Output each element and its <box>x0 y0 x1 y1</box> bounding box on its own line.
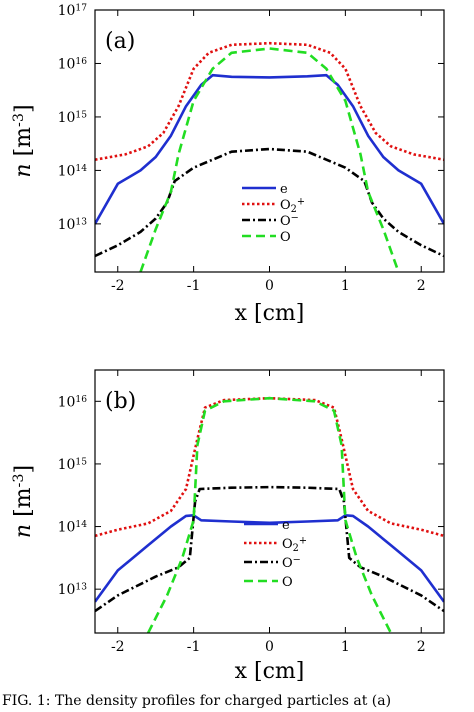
x-tick-label: 0 <box>265 278 274 294</box>
series-line-o <box>139 47 400 272</box>
legend-label-o2plus: O2+ <box>282 536 307 554</box>
y-tick-label: 1013 <box>58 217 88 233</box>
plot-frame <box>94 9 445 273</box>
series-line-o <box>146 396 393 633</box>
panel-label: (a) <box>105 29 135 54</box>
y-tick-label: 1016 <box>58 394 88 410</box>
legend: e O2+O− O <box>244 518 307 590</box>
panel-b: -2 -1 0 1 2 1013 1014 1015 1016 x [cm] n [m-3] (b) e… <box>11 369 445 684</box>
plot-frame <box>94 369 445 634</box>
x-tick-label: 2 <box>417 639 426 655</box>
series-line-e <box>95 514 444 603</box>
legend-label-o: O <box>280 230 291 245</box>
y-tick-label: 1014 <box>58 163 88 179</box>
series-line-o2plus <box>95 41 444 161</box>
x-tick-label: 1 <box>341 278 350 294</box>
legend-label-o2plus: O2+ <box>280 197 305 215</box>
series-line-e <box>95 73 444 225</box>
legend-label-e: e <box>282 518 290 533</box>
x-axis-title: x [cm] <box>235 659 305 684</box>
series-line-ominus <box>95 485 444 613</box>
x-tick-label: 1 <box>341 639 350 655</box>
y-tick-label: 1017 <box>58 3 88 19</box>
legend-label-o: O <box>282 575 293 590</box>
series-line-ominus <box>95 147 444 258</box>
legend: eO2+O−O <box>242 182 305 245</box>
y-tick-label: 1013 <box>58 582 88 598</box>
y-tick-label: 1014 <box>58 520 88 536</box>
panel-a: -2 -1 0 1 2 1013 1014 1015 1016 1017 x [cm] n [m-3]… <box>11 3 445 326</box>
figure: -2 -1 0 1 2 1013 1014 1015 1016 1017 x [cm] n [m-3]… <box>11 3 445 684</box>
figure-caption: FIG. 1: The density profiles for charged… <box>2 693 392 709</box>
y-tick-label: 1016 <box>58 56 88 72</box>
legend-label-ominus: O− <box>280 213 299 229</box>
x-tick-label: 2 <box>417 278 426 294</box>
x-tick-label: 0 <box>265 639 274 655</box>
x-tick-label: -2 <box>111 278 125 294</box>
y-axis-title: n [m-3] <box>11 104 37 177</box>
y-tick-label: 1015 <box>58 457 88 473</box>
x-tick-label: -2 <box>111 639 125 655</box>
x-tick-label: -1 <box>187 639 201 655</box>
x-tick-label: -1 <box>187 278 201 294</box>
legend-label-e: e <box>280 182 288 197</box>
plot-area <box>95 41 444 272</box>
panel-label: (b) <box>105 389 136 414</box>
legend-label-ominus: O− <box>282 555 301 571</box>
series-line-o2plus <box>95 396 444 538</box>
x-axis-title: x [cm] <box>235 301 305 326</box>
y-axis-title: n [m-3] <box>11 465 37 538</box>
y-tick-label: 1015 <box>58 110 88 126</box>
plot-area <box>95 396 444 633</box>
